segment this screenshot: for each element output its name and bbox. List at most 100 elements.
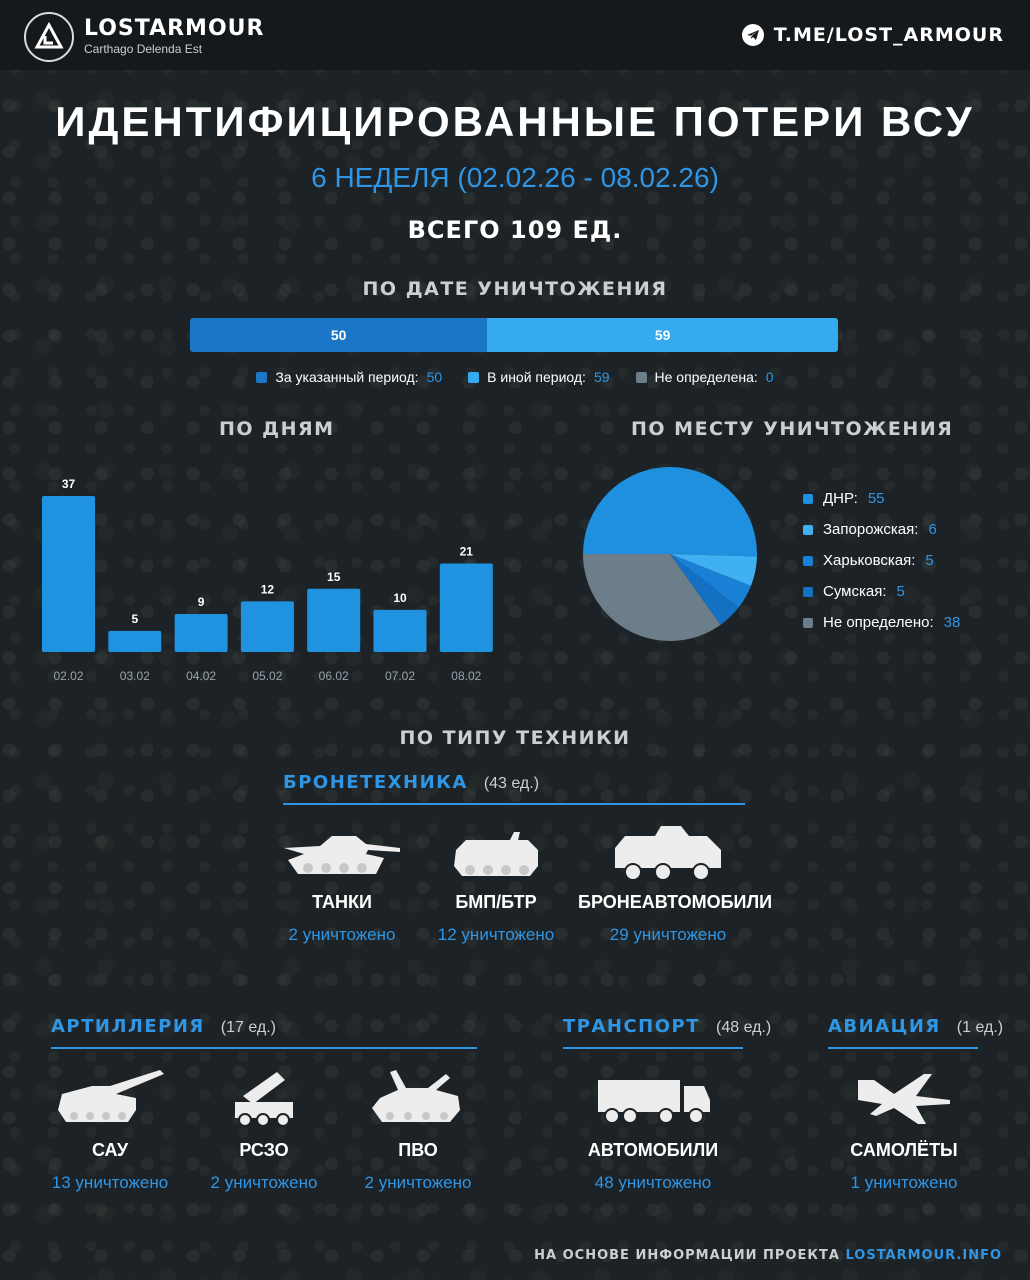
footer-credit: НА ОСНОВЕ ИНФОРМАЦИИ ПРОЕКТА LOSTARMOUR.… <box>534 1248 1002 1263</box>
day-bar-value: 15 <box>327 570 341 584</box>
pie-legend-label: Не определено: <box>823 614 934 631</box>
pie-slice <box>670 554 751 608</box>
total-count: ВСЕГО 109 ЕД. <box>407 216 623 244</box>
pie-legend-value: 5 <box>896 583 905 600</box>
ifv-icon <box>454 832 538 876</box>
pie-legend-value: 5 <box>925 552 934 569</box>
day-bar <box>108 630 162 652</box>
category-title: ТРАНСПОРТ <box>563 1016 701 1037</box>
day-tick-label: 04.02 <box>186 669 216 683</box>
legend-value: 59 <box>593 369 610 385</box>
pie-legend-value: 38 <box>943 614 961 631</box>
item-count: 29 уничтожено <box>609 925 727 944</box>
category-count: (43 ед.) <box>483 775 540 792</box>
item-count: 2 уничтожено <box>364 1173 472 1192</box>
category-title: БРОНЕТЕХНИКА <box>283 772 468 793</box>
place-pie-chart <box>583 466 757 641</box>
legend-item-period: За указанный период: 50 <box>256 369 442 385</box>
footer-prefix: НА ОСНОВЕ ИНФОРМАЦИИ ПРОЕКТА <box>534 1248 840 1263</box>
pie-legend: ДНР: 55 Запорожская: 6 Харьковская: 5 Сумская:… <box>803 483 960 638</box>
item-count: 13 уничтожено <box>51 1173 169 1192</box>
brand-name[interactable]: LOSTARMOUR <box>84 16 265 41</box>
pie-legend-item: Запорожская: 6 <box>803 514 960 545</box>
category-title: АВИАЦИЯ <box>828 1016 941 1037</box>
transport-category-header: ТРАНСПОРТ (48 ед.) <box>563 1016 771 1037</box>
footer-link[interactable]: LOSTARMOUR.INFO <box>845 1248 1002 1263</box>
telegram-icon <box>741 24 764 46</box>
item-air-defense: ПВО 2 уничтожено <box>328 1066 508 1193</box>
item-spg: САУ 13 уничтожено <box>20 1066 200 1193</box>
days-bar-chart: 37 02.02 5 03.02 9 04.02 12 05.02 15 06.02 10 07.02… <box>42 477 493 683</box>
week-subtitle: 6 НЕДЕЛЯ (02.02.26 - 08.02.26) <box>311 162 719 193</box>
artillery-divider <box>51 1047 477 1049</box>
pie-slice <box>670 554 757 586</box>
item-name: САУ <box>91 1140 129 1160</box>
pie-legend-value: 55 <box>867 490 885 507</box>
item-count: 1 уничтожено <box>850 1173 958 1192</box>
legend-value: 0 <box>765 369 774 385</box>
legend-swatch <box>635 371 647 383</box>
channel-label: T.ME/LOST_ARMOUR <box>773 24 1004 46</box>
pie-legend-label: Харьковская: <box>823 552 916 569</box>
item-name: РСЗО <box>239 1140 289 1160</box>
transport-divider <box>563 1047 743 1049</box>
pie-legend-item: Харьковская: 5 <box>803 545 960 576</box>
item-name: БРОНЕАВТОМОБИЛИ <box>578 892 773 912</box>
by-type-heading: ПО ТИПУ ТЕХНИКИ <box>399 727 631 749</box>
date-stacked-bar: 50 59 <box>190 318 838 352</box>
item-vehicles: АВТОМОБИЛИ 48 уничтожено <box>563 1066 743 1193</box>
day-bar-value: 10 <box>393 591 407 605</box>
day-tick-label: 07.02 <box>385 669 415 683</box>
truck-icon <box>598 1080 710 1124</box>
legend-swatch <box>803 617 813 628</box>
legend-swatch <box>803 555 813 566</box>
lostarmour-logo-icon[interactable] <box>24 12 74 62</box>
day-tick-label: 05.02 <box>252 669 282 683</box>
day-tick-label: 03.02 <box>120 669 150 683</box>
header-bar: LOSTARMOUR Carthago Delenda Est T.ME/LOS… <box>0 0 1030 70</box>
item-aircraft: САМОЛЁТЫ 1 уничтожено <box>814 1066 994 1193</box>
day-bar-value: 5 <box>131 612 138 626</box>
day-tick-label: 06.02 <box>319 669 349 683</box>
armor-category-header: БРОНЕТЕХНИКА (43 ед.) <box>283 772 539 793</box>
legend-swatch <box>468 371 480 383</box>
aviation-divider <box>828 1047 978 1049</box>
armored-car-icon <box>615 826 721 881</box>
channel-link[interactable]: T.ME/LOST_ARMOUR <box>741 24 1004 46</box>
item-count: 2 уничтожено <box>210 1173 318 1192</box>
item-name: ТАНКИ <box>312 892 372 912</box>
item-name: ПВО <box>398 1140 438 1160</box>
day-bar <box>373 609 427 652</box>
jet-icon <box>858 1074 950 1124</box>
day-bar <box>240 601 294 652</box>
legend-item-other: В иной период: 59 <box>468 369 610 385</box>
legend-label: Не определена: <box>654 369 758 385</box>
item-armored-cars: БРОНЕАВТОМОБИЛИ 29 уничтожено <box>578 822 773 945</box>
pie-legend-value: 6 <box>928 521 937 538</box>
legend-swatch <box>803 524 813 535</box>
item-name: САМОЛЁТЫ <box>850 1140 958 1160</box>
spg-icon <box>58 1070 164 1122</box>
brand-tagline: Carthago Delenda Est <box>84 42 203 56</box>
category-title: АРТИЛЛЕРИЯ <box>51 1016 205 1037</box>
legend-swatch <box>803 493 813 504</box>
pie-legend-label: Запорожская: <box>823 521 919 538</box>
legend-value: 50 <box>426 369 443 385</box>
mlrs-icon <box>235 1072 293 1127</box>
day-bar-value: 12 <box>261 582 275 596</box>
armor-divider <box>283 803 745 805</box>
by-date-heading: ПО ДАТЕ УНИЧТОЖЕНИЯ <box>362 278 668 300</box>
air-defense-icon <box>372 1070 460 1122</box>
legend-label: В иной период: <box>487 369 586 385</box>
date-bar-segment-other: 59 <box>487 318 838 352</box>
day-bar-value: 9 <box>198 595 205 609</box>
pie-legend-item: ДНР: 55 <box>803 483 960 514</box>
artillery-category-header: АРТИЛЛЕРИЯ (17 ед.) <box>51 1016 276 1037</box>
date-bar-segment-period: 50 <box>190 318 488 352</box>
day-bar-value: 37 <box>62 477 76 491</box>
date-legend: За указанный период: 50 В иной период: 5… <box>0 369 1030 385</box>
by-place-heading: ПО МЕСТУ УНИЧТОЖЕНИЯ <box>631 418 954 440</box>
item-mlrs: РСЗО 2 уничтожено <box>174 1066 354 1193</box>
tank-icon <box>284 836 400 874</box>
day-tick-label: 02.02 <box>53 669 83 683</box>
